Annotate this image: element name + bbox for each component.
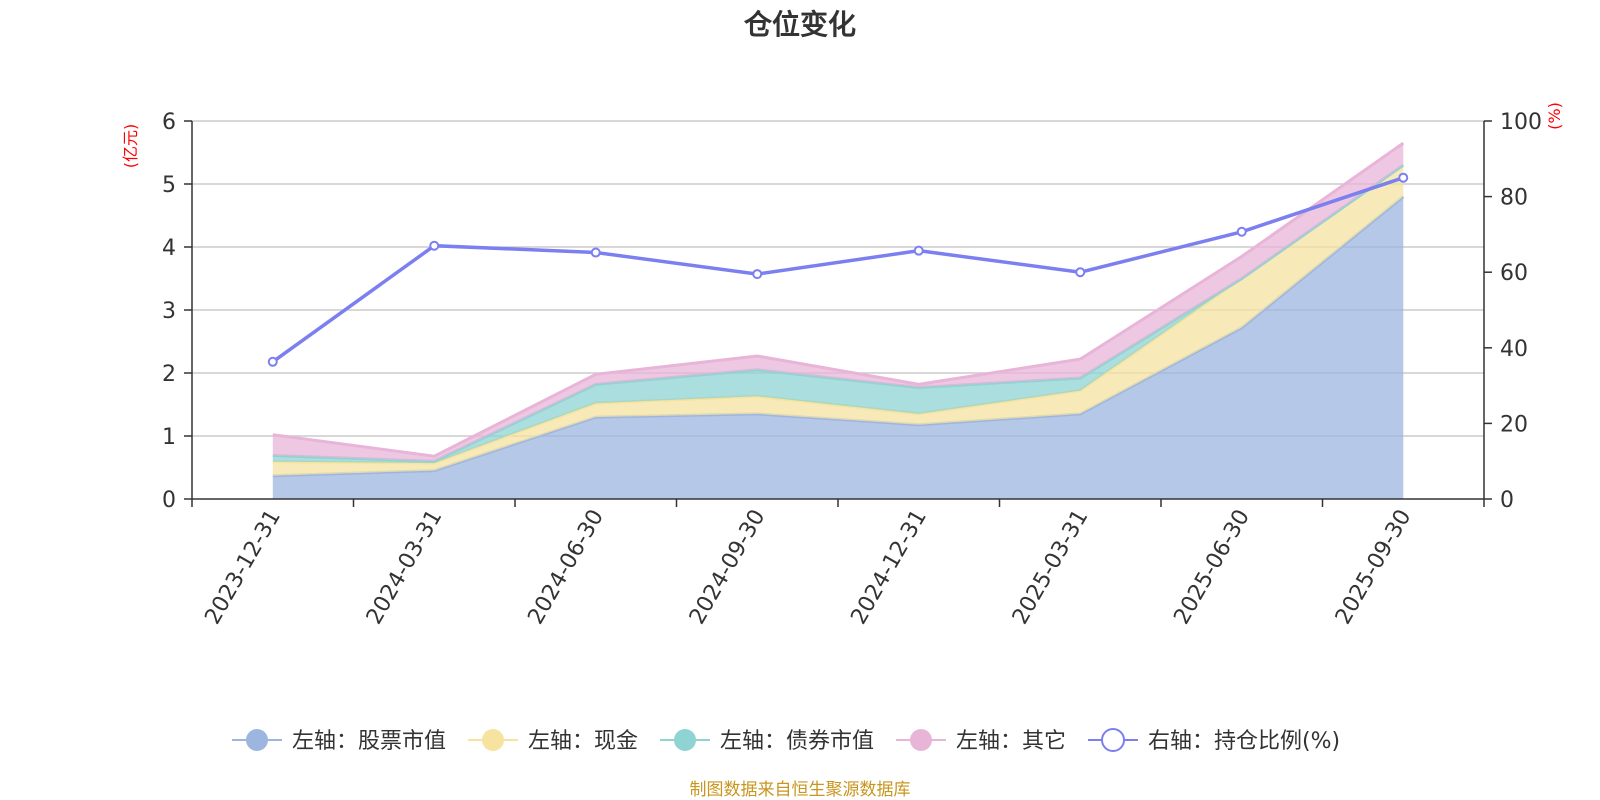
legend-marker (482, 729, 504, 751)
area-bond (272, 165, 1404, 464)
x-tick-label: 2024-09-30 (685, 506, 771, 629)
ratio-line-path (271, 176, 1404, 364)
ratio-point (429, 240, 440, 251)
y-left-tick-label: 4 (162, 236, 176, 261)
x-tick-label: 2025-06-30 (1169, 506, 1255, 629)
legend-item-bond: 左轴：债券市值 (660, 729, 874, 754)
stacked-areas (272, 141, 1405, 499)
y-right-tick-label: 100 (1500, 110, 1542, 135)
y-left-tick-label: 3 (162, 299, 176, 324)
legend-marker (1101, 728, 1125, 752)
y-right-tick-label: 80 (1500, 186, 1528, 211)
legend-marker (246, 729, 268, 751)
legend-label: 左轴：股票市值 (292, 729, 446, 754)
y-left-tick-label: 2 (162, 362, 176, 387)
legend-label: 右轴：持仓比例(%) (1148, 729, 1340, 754)
area-cash (272, 165, 1404, 476)
ratio-point (590, 247, 601, 258)
legend: 左轴：股票市值 左轴：现金 左轴：债券市值 左轴：其它 右轴：持仓比例(%) (232, 728, 1340, 754)
ratio-line (267, 172, 1409, 367)
y-left-tick-label: 6 (162, 110, 176, 135)
ratio-point (267, 356, 278, 367)
legend-label: 左轴：其它 (956, 729, 1066, 754)
x-tick-label: 2024-12-31 (846, 506, 932, 629)
x-tick-label: 2025-03-31 (1008, 506, 1094, 629)
legend-item-stock: 左轴：股票市值 (232, 729, 446, 754)
area-stock (272, 196, 1404, 499)
y-left-unit: (亿元) (121, 124, 140, 169)
y-right-tick-label: 60 (1500, 261, 1528, 286)
y-right-tick-label: 0 (1500, 488, 1514, 513)
legend-item-cash: 左轴：现金 (468, 729, 638, 754)
legend-label: 左轴：现金 (528, 729, 638, 754)
legend-item-ratio: 右轴：持仓比例(%) (1088, 728, 1340, 754)
y-right-tick-label: 40 (1500, 337, 1528, 362)
legend-item-other: 左轴：其它 (896, 729, 1066, 754)
y-right-unit: (%) (1545, 102, 1564, 130)
ratio-point (1236, 226, 1247, 237)
legend-marker (910, 729, 932, 751)
area-edge-other (272, 141, 1405, 458)
area-other (272, 143, 1404, 462)
ratio-point (1398, 172, 1409, 183)
x-tick-label: 2025-09-30 (1331, 506, 1417, 629)
ratio-point (913, 245, 924, 256)
source-note: 制图数据来自恒生聚源数据库 (690, 780, 911, 800)
x-tick-label: 2024-06-30 (523, 506, 609, 629)
legend-label: 左轴：债券市值 (720, 729, 874, 754)
x-tick-label: 2023-12-31 (200, 506, 286, 629)
y-left-tick-label: 5 (162, 173, 176, 198)
ratio-point (1075, 267, 1086, 278)
ratio-point (752, 269, 763, 280)
chart-title: 仓位变化 (744, 8, 856, 41)
y-left-tick-label: 1 (162, 425, 176, 450)
y-right-tick-label: 20 (1500, 412, 1528, 437)
x-tick-label: 2024-03-31 (362, 506, 448, 629)
y-left-tick-label: 0 (162, 488, 176, 513)
legend-marker (674, 729, 696, 751)
